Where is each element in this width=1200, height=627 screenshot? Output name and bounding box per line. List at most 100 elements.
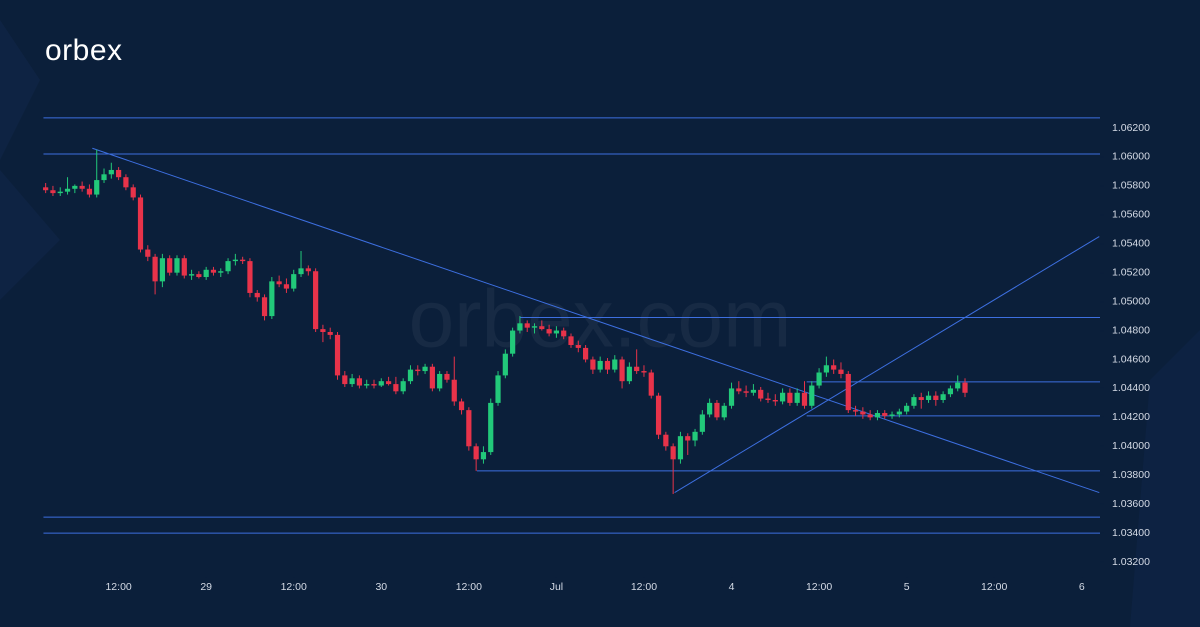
candle-body	[101, 174, 107, 181]
y-tick-label: 1.05800	[1112, 180, 1150, 192]
candle-body	[626, 366, 632, 382]
candle-body	[72, 185, 78, 189]
decor-shape	[0, 170, 60, 300]
drawing-layer	[43, 117, 1100, 534]
candle-body	[276, 281, 282, 285]
candle-body	[962, 382, 968, 393]
trend-line	[92, 147, 1100, 494]
candle-body	[721, 405, 727, 418]
candle-body	[495, 375, 501, 403]
candle-body	[641, 371, 647, 373]
candle-body	[575, 345, 581, 348]
candle-body	[400, 381, 406, 392]
x-tick-label: 12:00	[806, 581, 832, 593]
x-tick-label: 5	[904, 581, 910, 593]
candle-body	[612, 359, 618, 370]
candle-body	[181, 258, 187, 276]
y-tick-label: 1.03200	[1112, 556, 1150, 568]
candle-body	[736, 388, 742, 392]
candle-body	[524, 323, 530, 328]
candle-body	[349, 378, 355, 385]
candle-body	[933, 395, 939, 400]
candle-body	[699, 414, 705, 432]
candle-body	[604, 360, 611, 370]
x-tick-label: 12:00	[631, 581, 657, 593]
candle-body	[422, 366, 428, 372]
candle-body	[196, 274, 202, 278]
candle-body	[677, 436, 684, 460]
x-tick-label: 4	[729, 581, 735, 593]
candle-body	[466, 410, 472, 447]
x-tick-label: 29	[200, 581, 212, 593]
candle-body	[488, 402, 494, 453]
y-tick-label: 1.04400	[1112, 382, 1150, 394]
candle-body	[510, 330, 516, 354]
candle-body	[714, 402, 720, 418]
candle-body	[539, 326, 545, 330]
candle-body	[758, 389, 764, 399]
candle-body	[955, 382, 961, 389]
candle-body	[327, 331, 333, 335]
candle-body	[502, 353, 508, 376]
candle-body	[437, 373, 443, 389]
candle-body	[123, 177, 129, 188]
candle-body	[159, 258, 165, 282]
y-tick-label: 1.05600	[1112, 209, 1150, 221]
candle-body	[298, 268, 304, 275]
candle-body	[64, 188, 71, 192]
y-tick-label: 1.04600	[1112, 353, 1150, 365]
candle-body	[780, 392, 786, 402]
candle-body	[378, 381, 384, 386]
candle-body	[247, 261, 253, 293]
candle-body	[407, 369, 414, 382]
candle-body	[728, 388, 735, 406]
x-tick-label: 12:00	[981, 581, 1007, 593]
candle-body	[896, 411, 902, 415]
candle-body	[918, 397, 924, 400]
candle-body	[393, 384, 399, 392]
x-tick-label: 12:00	[456, 581, 482, 593]
candle-body	[619, 359, 625, 382]
candle-body	[145, 249, 151, 257]
candle-body	[845, 373, 851, 411]
candle-body	[473, 446, 479, 460]
x-tick-label: Jul	[550, 581, 563, 593]
y-tick-label: 1.04000	[1112, 440, 1150, 452]
candle-body	[415, 369, 421, 372]
candle-body	[94, 180, 100, 195]
candle-body	[655, 395, 662, 435]
candle-body	[291, 274, 297, 289]
candle-body	[57, 191, 63, 194]
candle-body	[750, 389, 757, 393]
candle-body	[925, 395, 932, 400]
candle-body	[685, 436, 691, 441]
candle-body	[531, 326, 538, 328]
candle-body	[663, 434, 669, 447]
candle-body	[940, 394, 946, 400]
candle-body	[167, 258, 173, 273]
candle-body	[86, 188, 93, 195]
y-tick-label: 1.03600	[1112, 498, 1150, 510]
candle-body	[130, 187, 136, 198]
candle-body	[743, 391, 749, 393]
decor-shape	[1130, 330, 1200, 627]
decor-shape	[0, 20, 40, 160]
candle-body	[232, 259, 238, 262]
candle-body	[553, 330, 560, 334]
candle-body	[634, 366, 640, 372]
candle-body	[860, 411, 866, 415]
candle-body	[692, 431, 698, 441]
candle-body	[582, 347, 589, 360]
candle-body	[765, 398, 771, 400]
watermark: orbex.com	[409, 274, 792, 365]
candle-body	[240, 259, 246, 262]
candle-body	[451, 379, 457, 402]
candle-body	[342, 375, 348, 385]
x-tick-label: 12:00	[281, 581, 307, 593]
candle-body	[174, 258, 180, 273]
candle-body	[429, 366, 435, 389]
candle-body	[561, 330, 567, 337]
candle-body	[334, 334, 341, 376]
candle-body	[772, 399, 778, 402]
